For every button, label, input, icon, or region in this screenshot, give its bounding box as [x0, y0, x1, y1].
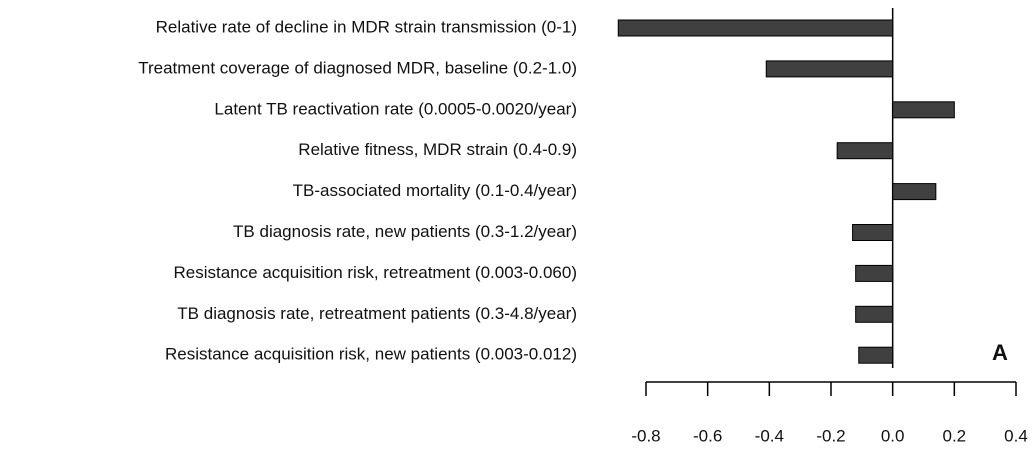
category-label: Treatment coverage of diagnosed MDR, bas…: [138, 58, 577, 77]
category-label: Resistance acquisition risk, new patient…: [165, 345, 577, 364]
x-tick-label: 0.0: [881, 426, 905, 445]
category-label: Relative fitness, MDR strain (0.4-0.9): [298, 140, 577, 159]
bar: [765, 60, 894, 78]
bar: [852, 224, 894, 241]
bar: [836, 142, 894, 160]
panel-label: A: [992, 340, 1008, 365]
bar: [855, 305, 894, 323]
x-tick-label: 0.2: [943, 426, 967, 445]
bar: [892, 101, 955, 119]
category-label: Latent TB reactivation rate (0.0005-0.00…: [214, 99, 577, 118]
bar: [892, 183, 937, 201]
bar: [855, 264, 894, 282]
x-tick-label: -0.6: [693, 426, 722, 445]
category-label: TB-associated mortality (0.1-0.4/year): [293, 181, 577, 200]
x-tick-label: -0.8: [631, 426, 660, 445]
x-tick-label: -0.2: [816, 426, 845, 445]
x-tick-label: 0.4: [1004, 426, 1028, 445]
category-label: Resistance acquisition risk, retreatment…: [174, 263, 577, 282]
category-label: TB diagnosis rate, new patients (0.3-1.2…: [233, 222, 577, 241]
bar: [617, 19, 894, 37]
category-label: Relative rate of decline in MDR strain t…: [156, 17, 577, 36]
bar: [858, 346, 894, 364]
x-tick-label: -0.4: [755, 426, 784, 445]
category-label: TB diagnosis rate, retreatment patients …: [177, 304, 577, 323]
